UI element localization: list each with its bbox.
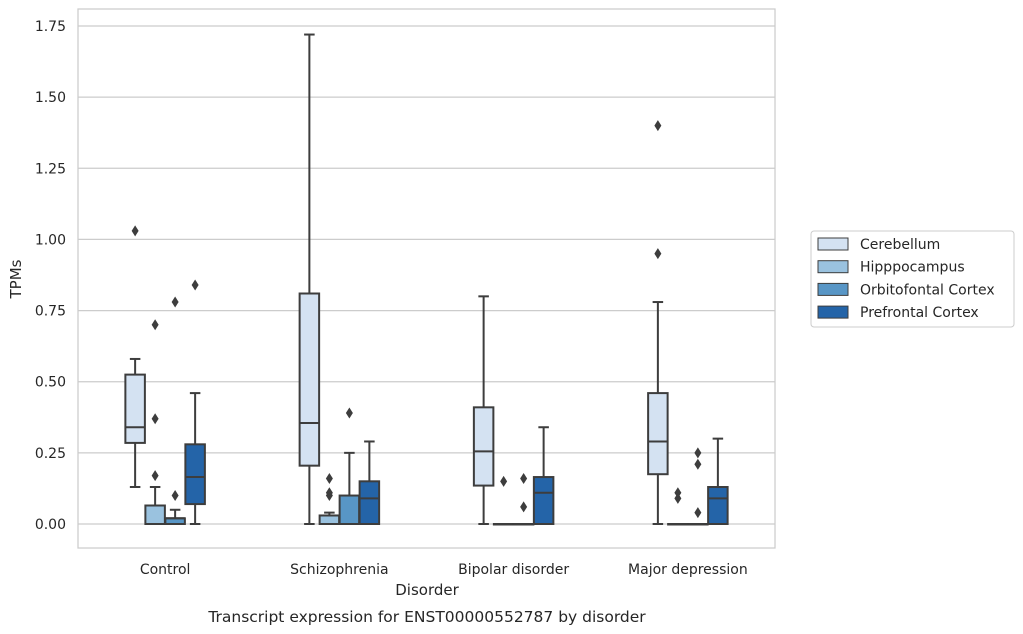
box-hipppocampus-bipolar-disorder <box>492 475 515 526</box>
box-prefrontal-cortex-control <box>184 279 206 525</box>
x-axis-label: Disorder <box>395 581 459 599</box>
x-tick-label: Control <box>140 562 191 578</box>
outlier-point <box>151 470 159 482</box>
outlier-point <box>654 248 662 260</box>
y-tick-label: 1.75 <box>35 19 66 35</box>
box-cerebellum-schizophrenia <box>298 33 321 525</box>
outlier-point <box>151 319 159 331</box>
x-tick-label: Bipolar disorder <box>458 562 569 578</box>
box-orbitofontal-cortex-major-depression <box>687 447 709 526</box>
x-axis-ticks: Control Schizophrenia Bipolar disorder Majo… <box>140 562 748 578</box>
legend-label: Orbitofontal Cortex <box>860 282 995 298</box>
outlier-point <box>520 501 528 513</box>
outlier-point <box>500 475 508 487</box>
box-body <box>647 392 669 476</box>
box-cerebellum-major-depression <box>647 120 669 525</box>
y-tick-label: 1.00 <box>35 232 66 248</box>
box-body <box>184 443 206 506</box>
legend-swatch <box>817 237 849 251</box>
plot-frame <box>77 8 776 549</box>
outlier-point <box>131 225 139 237</box>
outlier-point <box>694 458 702 470</box>
legend-frame <box>810 230 1015 328</box>
box-body <box>298 292 321 467</box>
outlier-point <box>325 472 333 484</box>
box-body <box>338 494 361 525</box>
y-tick-label: 1.50 <box>35 90 66 106</box>
legend-swatch <box>817 305 849 319</box>
box-body <box>318 514 341 525</box>
box-hipppocampus-major-depression <box>667 487 689 526</box>
box-plot-area <box>124 33 729 526</box>
outlier-point <box>520 472 528 484</box>
box-prefrontal-cortex-schizophrenia <box>358 440 381 526</box>
legend-label: Prefrontal Cortex <box>860 305 979 321</box>
outlier-point <box>171 296 179 308</box>
legend-swatch <box>817 260 849 274</box>
outlier-point <box>151 413 159 425</box>
box-orbitofontal-cortex-control <box>164 296 186 525</box>
box-body <box>358 480 381 526</box>
outlier-point <box>345 407 353 419</box>
y-tick-label: 0.25 <box>35 446 66 462</box>
box-body <box>124 373 146 444</box>
legend: Cerebellum Hipppocampus Orbitofontal Corte… <box>810 230 1015 328</box>
legend-label: Hipppocampus <box>860 260 965 276</box>
box-cerebellum-control <box>124 225 146 489</box>
box-body <box>472 406 495 487</box>
box-orbitofontal-cortex-bipolar-disorder <box>512 472 535 526</box>
grid-lines <box>78 25 775 525</box>
outlier-point <box>694 507 702 519</box>
outlier-point <box>694 447 702 459</box>
y-tick-label: 0.75 <box>35 304 66 320</box>
legend-items: Cerebellum Hipppocampus Orbitofontal Corte… <box>817 237 995 321</box>
box-hipppocampus-control <box>144 319 166 526</box>
legend-swatch <box>817 282 849 296</box>
legend-label: Cerebellum <box>860 237 940 253</box>
outlier-point <box>191 279 199 291</box>
chart-caption: Transcript expression for ENST0000055278… <box>207 608 646 626</box>
box-prefrontal-cortex-major-depression <box>707 437 729 525</box>
box-body <box>707 486 729 525</box>
y-axis-label: TPMs <box>7 259 25 299</box>
outlier-point <box>654 120 662 132</box>
box-cerebellum-bipolar-disorder <box>472 295 495 525</box>
box-orbitofontal-cortex-schizophrenia <box>338 407 361 525</box>
x-tick-label: Schizophrenia <box>290 562 388 578</box>
y-axis-ticks: 0.00 0.25 0.50 0.75 1.00 1.25 1.50 1.75 <box>35 19 66 533</box>
y-tick-label: 1.25 <box>35 161 66 177</box>
outlier-point <box>674 487 682 499</box>
outlier-point <box>325 487 333 499</box>
box-body <box>144 504 166 526</box>
box-hipppocampus-schizophrenia <box>318 472 341 525</box>
y-tick-label: 0.50 <box>35 375 66 391</box>
box-prefrontal-cortex-bipolar-disorder <box>532 426 555 526</box>
y-tick-label: 0.00 <box>35 517 66 533</box>
x-tick-label: Major depression <box>628 562 748 578</box>
outlier-point <box>171 490 179 502</box>
outlier-point <box>674 492 682 504</box>
box-body <box>532 476 555 526</box>
